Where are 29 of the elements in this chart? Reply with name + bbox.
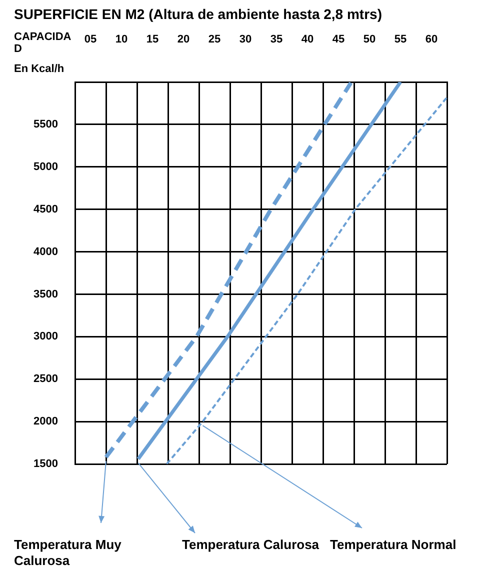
x-tick-label: 10 — [115, 33, 128, 46]
x-tick-label: 45 — [332, 33, 345, 46]
y-tick-label: 4000 — [34, 246, 58, 258]
y-tick-label: 3000 — [34, 330, 58, 343]
x-axis-title: CAPACIDAD — [14, 31, 72, 55]
x-tick-label: 30 — [239, 33, 252, 46]
x-tick-label: 25 — [208, 33, 221, 46]
y-tick-label: 2000 — [34, 416, 58, 428]
y-tick-label: 2500 — [34, 373, 58, 386]
x-tick-label: 35 — [270, 33, 283, 46]
y-axis-title: En Kcal/h — [14, 63, 64, 75]
y-tick-label: 3500 — [34, 288, 58, 300]
legend-label: Temperatura Normal — [330, 537, 456, 553]
x-tick-label: 40 — [301, 33, 314, 46]
line-series — [166, 96, 447, 464]
y-tick-label: 5500 — [34, 118, 58, 130]
x-tick-label: 50 — [363, 33, 376, 46]
chart-title: SUPERFICIE EN M2 (Altura de ambiente hasta 2,8 mtrs) — [14, 6, 382, 22]
y-tick-label: 4500 — [34, 203, 58, 216]
legend-label: Temperatura Muy Calurosa — [14, 537, 122, 569]
line-series — [104, 82, 353, 460]
legend-label: Temperatura Calurosa — [182, 537, 320, 553]
x-tick-label: 60 — [425, 33, 438, 46]
x-tick-label: 05 — [84, 33, 97, 46]
x-tick-label: 55 — [394, 33, 407, 46]
y-tick-label: 1500 — [34, 458, 58, 470]
x-tick-label: 20 — [177, 33, 190, 46]
y-tick-label: 5000 — [34, 160, 58, 173]
x-tick-label: 15 — [146, 33, 159, 46]
